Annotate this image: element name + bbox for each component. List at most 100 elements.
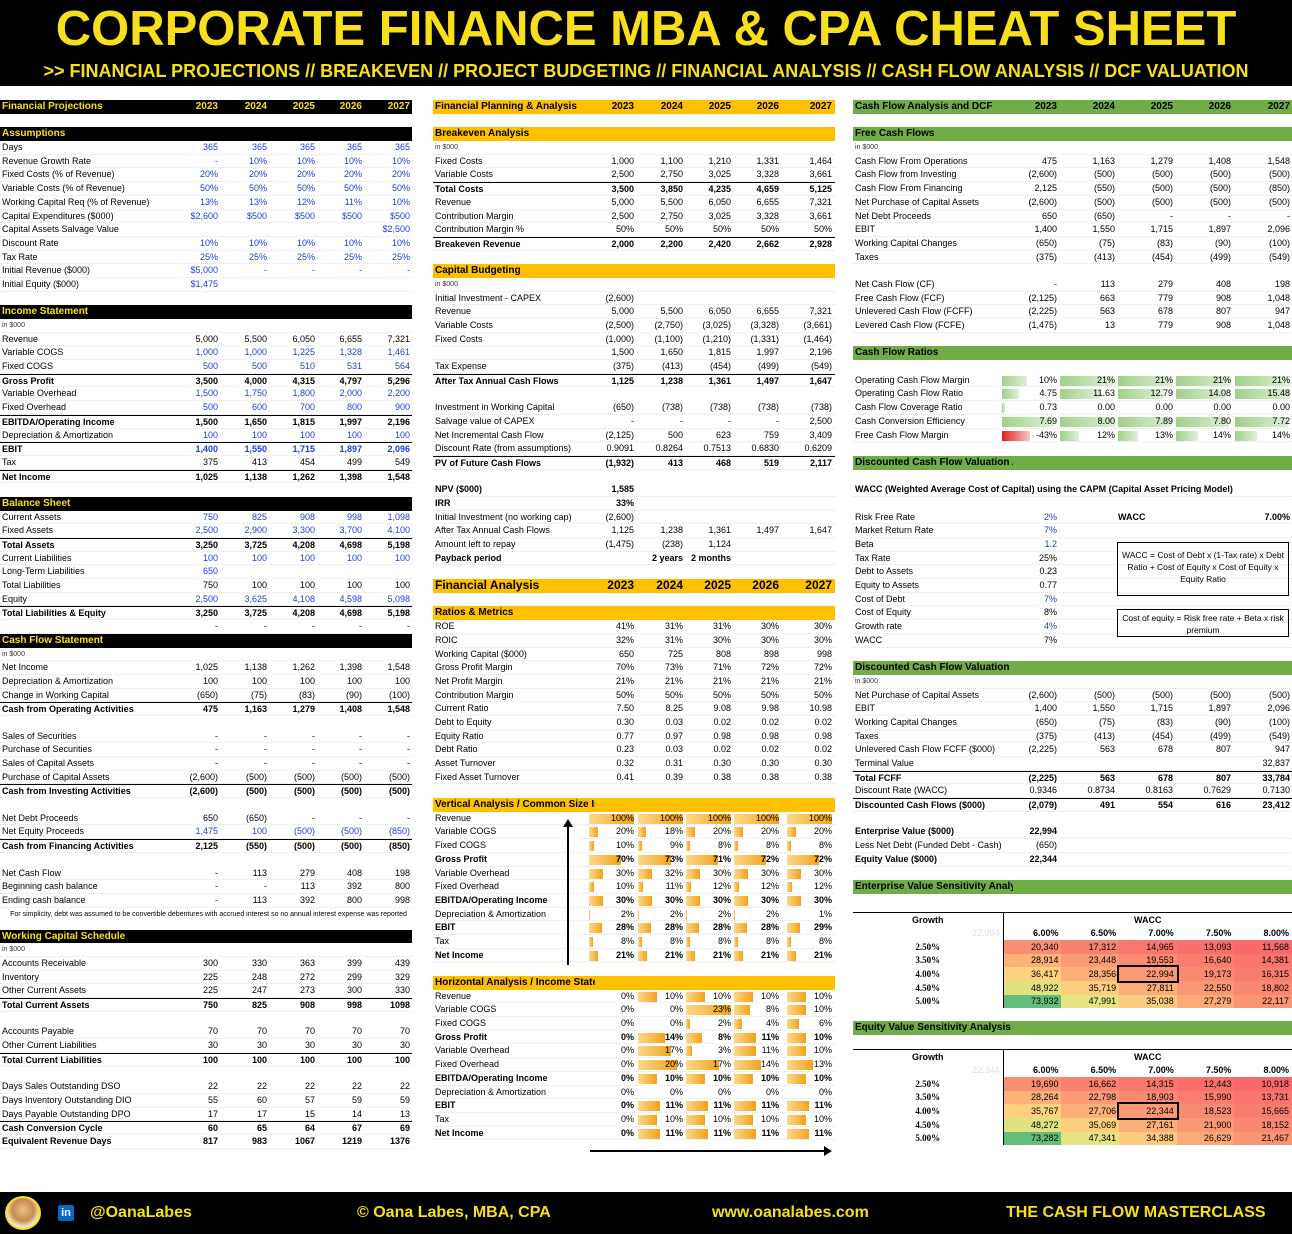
footer-handle[interactable]: @OanaLabes	[90, 1204, 192, 1221]
table-row: Ratios & Metrics	[433, 606, 835, 621]
row-value: 11%	[814, 1100, 832, 1111]
sens_ev-row: 5.00% 73,932 47,991 35,038 27,279 22,117	[853, 994, 1292, 1009]
row-value: 0%	[620, 1086, 634, 1097]
row-value: 28%	[712, 922, 731, 933]
row-label: Working Capital Changes	[855, 237, 957, 248]
table-row: Taxes (375) (413) (454) (499) (549)	[853, 730, 1292, 744]
row-value: 678	[1157, 772, 1173, 783]
value-bar	[734, 923, 747, 934]
row-value: 2025	[1150, 101, 1173, 112]
row-value: (2,600)	[1028, 689, 1057, 700]
table-row: NPV ($000) 1,585	[433, 483, 835, 497]
table-row: Revenue 5,000 5,500 6,050 6,655 7,321	[433, 305, 835, 319]
value-bar	[686, 923, 699, 934]
table-row: Variable COGS 20% 18% 20% 20% 20%	[433, 825, 835, 840]
value-bar	[638, 854, 671, 865]
sensitivity-cell: 18,802	[1234, 980, 1292, 995]
row-value: (500)	[245, 771, 267, 782]
row-value: 13	[1104, 320, 1115, 330]
row-label: Current Assets	[2, 511, 62, 522]
row-label: Equity	[2, 593, 28, 604]
value-bar	[787, 1005, 807, 1016]
row-value: 11%	[344, 196, 362, 207]
row-value: 413	[251, 456, 267, 467]
row-label: Cash Flow Ratios	[855, 347, 939, 359]
table-row: Total Liabilities & Equity 3,250 3,725 4,20…	[0, 606, 412, 621]
row-label: Total Current Liabilities	[2, 1054, 102, 1065]
row-label: Variable Costs	[435, 169, 493, 180]
table-row: Tax Rate 25%	[853, 552, 1292, 566]
linkedin-icon[interactable]: in	[58, 1205, 74, 1221]
spacer-row	[0, 798, 412, 812]
row-value: -	[215, 881, 218, 892]
row-value: 100	[251, 580, 267, 591]
table-row: Equity to Assets 0.77	[853, 579, 1292, 593]
row-value: 21%	[1212, 374, 1231, 385]
sens_eq-row: 3.50% 28,264 22,798 18,903 15,990 13,731	[853, 1090, 1292, 1105]
row-value: 2027	[809, 101, 832, 112]
row-value: (500)	[340, 786, 362, 797]
row-label: Variable COGS	[2, 347, 64, 358]
table-row: Other Current Liabilities 30 30 30 30 30	[0, 1039, 412, 1053]
table-row: Breakeven Analysis	[433, 127, 835, 142]
row-label: Cost of Debt	[855, 593, 906, 604]
wacc-header-cell: 7.50%	[1205, 928, 1232, 939]
row-value: 800	[346, 894, 362, 905]
row-label: Gross Profit	[435, 853, 488, 864]
row-value: (549)	[1268, 730, 1290, 741]
footer-website[interactable]: www.oanalabes.com	[712, 1204, 869, 1221]
row-value: (500)	[1268, 196, 1290, 207]
row-label: Discount Rate	[2, 237, 59, 248]
table-row: Revenue 5,000 5,500 6,050 6,655 7,321	[433, 196, 835, 210]
table-row: After Tax Annual Cash Flows 1,125 1,238 1,3…	[433, 373, 835, 388]
row-value: 825	[251, 511, 267, 522]
row-value: 100	[394, 552, 410, 563]
row-value: 7,321	[809, 306, 832, 317]
row-value: 2,096	[1267, 703, 1290, 714]
row-value: (100)	[1268, 237, 1290, 248]
row-value: -	[359, 621, 362, 632]
row-value: 4%	[765, 1018, 779, 1029]
row-label: Unlevered Cash Flow FCFF ($000)	[855, 744, 996, 755]
row-value: 2,196	[809, 347, 832, 358]
row-label: Variable COGS	[435, 826, 497, 837]
value-bar	[686, 950, 696, 961]
row-value: (500)	[1151, 689, 1173, 700]
row-label: Fixed Costs	[435, 333, 483, 344]
row-label: Enterprise Value Sensitivity Analysis	[855, 881, 1013, 893]
value-bar	[686, 936, 690, 947]
ratio-bar	[1002, 430, 1030, 441]
row-value: 1,550	[1092, 224, 1115, 235]
table-row: Variable Overhead 1,500 1,750 1,800 2,000 2,2…	[0, 387, 412, 402]
row-value: 908	[1215, 292, 1231, 303]
value-bar	[638, 813, 683, 824]
row-label: Initial Investment - CAPEX	[435, 292, 542, 303]
row-value: 600	[251, 402, 267, 413]
table-row: Beginning cash balance - - 113 392 800	[0, 880, 412, 894]
table-row: Working Capital Changes (650) (75) (83) (90)…	[853, 716, 1292, 730]
row-value: 100	[299, 429, 315, 440]
value-bar	[638, 909, 639, 920]
row-label: Total Assets	[2, 540, 55, 550]
row-value: 100	[299, 675, 315, 686]
row-value: (650)	[1035, 237, 1057, 248]
row-value: 564	[394, 361, 410, 372]
row-label: Revenue	[435, 812, 472, 823]
row-value: 59	[399, 1094, 410, 1105]
row-value: 549	[394, 456, 410, 467]
row-value: 25%	[1038, 552, 1057, 563]
row-label: Fixed Costs (% of Revenue)	[2, 169, 115, 180]
value-bar	[686, 1101, 708, 1112]
row-value: 0%	[620, 1031, 634, 1042]
row-value: (375)	[612, 361, 634, 372]
row-value: $2,600	[190, 210, 218, 221]
table-row: Net Income 1,025 1,138 1,262 1,398 1,548	[0, 469, 412, 484]
row-value: 4,698	[339, 608, 362, 619]
row-label: Variable Overhead	[435, 1045, 510, 1056]
row-value: 6,050	[708, 196, 731, 207]
row-value: $500	[341, 210, 362, 221]
page-subtitle: >> FINANCIAL PROJECTIONS // BREAKEVEN //…	[43, 61, 1249, 81]
row-value: 7.50	[616, 703, 634, 714]
row-value: 73%	[664, 662, 683, 673]
table-row: Total Assets 3,250 3,725 4,208 4,698 5,198	[0, 538, 412, 552]
